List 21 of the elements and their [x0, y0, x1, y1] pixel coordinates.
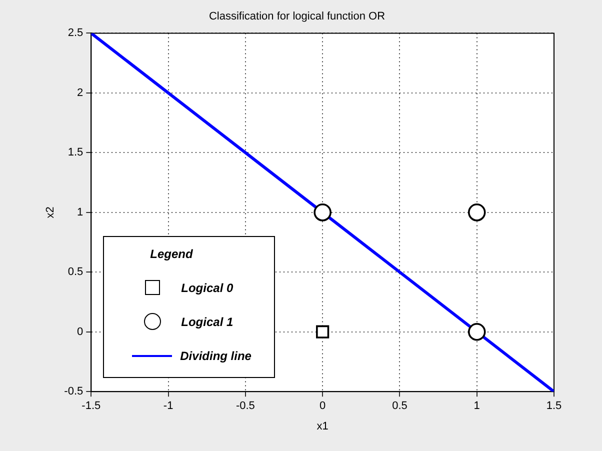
legend-label: Logical 1 [181, 314, 234, 329]
x-tick-label: 0 [320, 400, 326, 412]
y-axis-title: x2 [44, 206, 57, 218]
x-tick-label: -1.5 [82, 400, 101, 412]
y-tick-label: -0.5 [64, 386, 84, 398]
x-axis-title: x1 [316, 420, 328, 432]
legend-label: Dividing line [180, 348, 252, 363]
y-tick-label: 2 [77, 86, 84, 99]
legend-label: Logical 0 [181, 280, 234, 295]
x-tick-label: -1 [163, 400, 174, 412]
x-tick-label: -0.5 [236, 400, 255, 412]
x-tick-label: 1.5 [546, 400, 562, 412]
x-tick-label: 1 [474, 400, 480, 412]
x-tick-label: 0.5 [392, 400, 408, 412]
y-tick-label: 0.5 [68, 266, 84, 278]
y-tick-label: 0 [77, 326, 84, 338]
chart-title: Classification for logical function OR [208, 10, 386, 23]
y-tick-label: 2.5 [68, 27, 84, 40]
legend-title: Legend [150, 246, 193, 261]
y-tick-label: 1.5 [68, 146, 84, 159]
y-tick-label: 1 [77, 206, 84, 218]
